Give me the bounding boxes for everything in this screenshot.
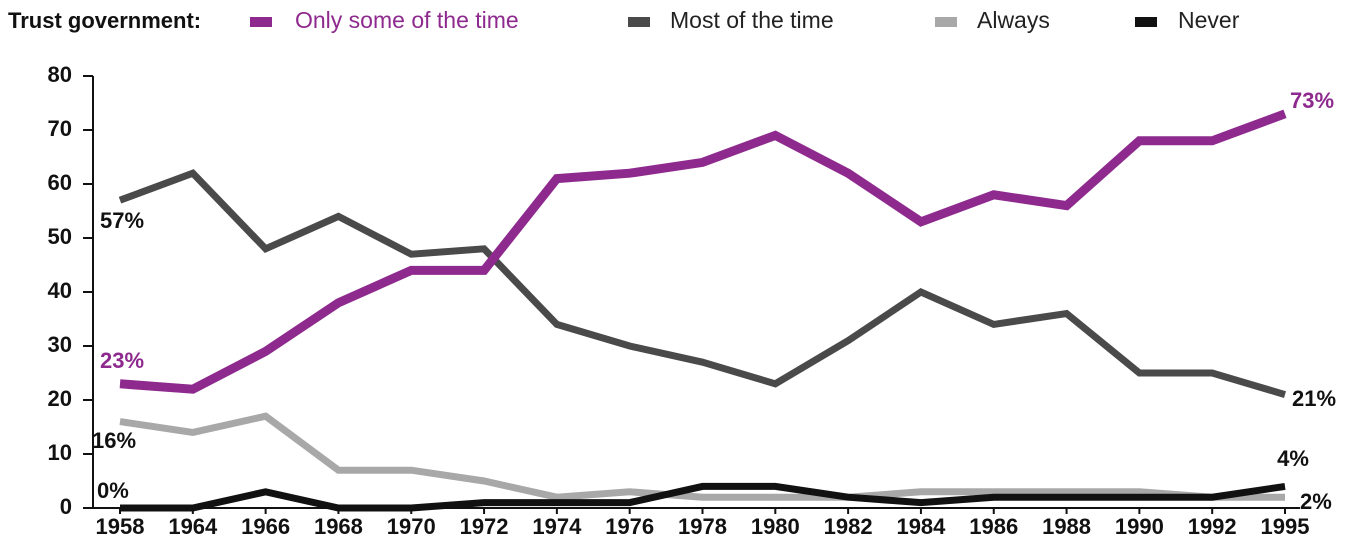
y-tick-label: 70 (48, 116, 72, 141)
x-tick-label: 1978 (678, 514, 727, 539)
x-tick-label: 1966 (241, 514, 290, 539)
data-label: 21% (1292, 386, 1336, 411)
legend-label: Never (1178, 7, 1240, 33)
x-tick-label: 1982 (824, 514, 873, 539)
x-tick-label: 1974 (532, 514, 582, 539)
x-tick-label: 1970 (387, 514, 436, 539)
legend-swatch (1135, 17, 1157, 27)
legend-label: Only some of the time (295, 7, 519, 33)
x-tick-label: 1992 (1188, 514, 1237, 539)
legend-swatch (935, 17, 957, 27)
series-line (120, 482, 1286, 512)
data-label: 57% (100, 208, 144, 233)
legend-swatch (628, 17, 650, 27)
y-tick-label: 50 (48, 224, 72, 249)
x-tick-label: 1995 (1261, 514, 1310, 539)
legend-label: Most of the time (670, 7, 834, 33)
x-tick-label: 1980 (751, 514, 800, 539)
x-tick-label: 1968 (314, 514, 363, 539)
series-line (119, 412, 1285, 501)
x-tick-label: 1958 (96, 514, 145, 539)
x-tick-label: 1964 (168, 514, 218, 539)
y-tick-label: 60 (48, 170, 72, 195)
data-label: 0% (97, 478, 129, 503)
legend-swatch (250, 17, 272, 27)
data-label: 23% (100, 348, 144, 373)
x-tick-label: 1976 (605, 514, 654, 539)
y-tick-label: 10 (48, 440, 72, 465)
data-label: 2% (1300, 489, 1332, 514)
data-label: 4% (1277, 446, 1309, 471)
x-tick-label: 1986 (969, 514, 1018, 539)
series-line (118, 169, 1286, 398)
legend-title: Trust government: (8, 8, 201, 33)
data-label: 73% (1290, 88, 1334, 113)
x-tick-label: 1990 (1115, 514, 1164, 539)
series-line (119, 109, 1287, 394)
y-tick-label: 80 (48, 62, 72, 87)
x-tick-label: 1972 (460, 514, 509, 539)
x-tick-label: 1984 (896, 514, 946, 539)
y-tick-label: 30 (48, 332, 72, 357)
x-tick-label: 1988 (1042, 514, 1091, 539)
y-tick-label: 40 (48, 278, 72, 303)
y-tick-label: 20 (48, 386, 72, 411)
y-tick-label: 0 (60, 494, 72, 519)
data-label: 16% (92, 428, 136, 453)
legend-label: Always (977, 7, 1050, 33)
